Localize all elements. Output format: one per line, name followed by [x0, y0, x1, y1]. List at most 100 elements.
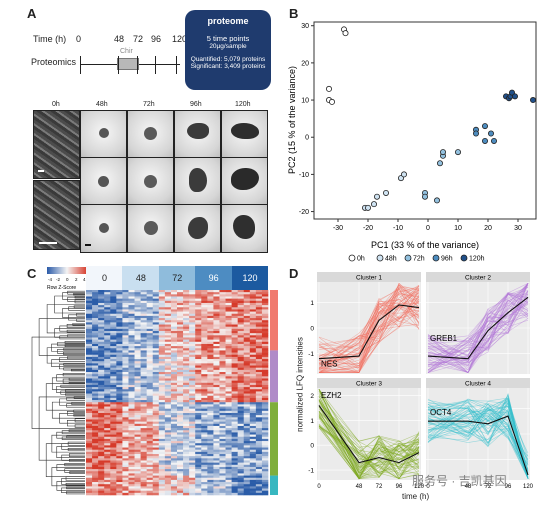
heatmap-cell	[134, 400, 141, 403]
heatmap-cell	[207, 363, 214, 366]
heatmap-cell	[170, 417, 178, 420]
heatmap-cell	[225, 378, 232, 381]
heatmap-cell	[110, 354, 117, 358]
heatmap-cell	[255, 469, 263, 472]
heatmap-cell	[213, 374, 220, 377]
heatmap-cell	[183, 464, 190, 468]
heatmap-cell	[207, 343, 214, 347]
heatmap-cell	[146, 458, 154, 461]
heatmap-cell	[170, 462, 178, 466]
heatmap-cell	[243, 477, 251, 481]
heatmap-cell	[189, 395, 196, 399]
heatmap-cell	[140, 343, 147, 347]
heatmap-cell	[98, 309, 105, 312]
heatmap-cell	[128, 488, 135, 491]
heatmap-cell	[170, 382, 178, 386]
heatmap-cell	[104, 443, 111, 446]
heatmap-cell	[146, 335, 154, 338]
heatmap-cell	[134, 441, 141, 444]
heatmap-cell	[146, 451, 154, 455]
heatmap-cell	[255, 488, 263, 491]
heatmap-cell	[195, 458, 202, 461]
heatmap-cell	[213, 294, 220, 297]
heatmap-cell	[134, 438, 141, 442]
protein-profile-line	[427, 403, 529, 460]
heatmap-cell	[158, 471, 166, 474]
heatmap-cell	[134, 320, 141, 323]
heatmap-cell	[225, 434, 232, 438]
heatmap-cell	[207, 300, 214, 304]
heatmap-cell	[195, 415, 202, 418]
heatmap-cell	[152, 302, 160, 306]
heatmap-cell	[213, 466, 220, 470]
heatmap-cell	[170, 425, 178, 429]
heatmap-cell	[110, 430, 117, 433]
heatmap-cell	[213, 464, 220, 468]
heatmap-cell	[225, 482, 232, 485]
facet-title: Cluster 2	[465, 275, 491, 282]
heatmap-cell	[231, 432, 238, 435]
heatmap-cell	[92, 482, 99, 485]
heatmap-cell	[231, 469, 238, 472]
heatmap-cell	[128, 322, 135, 325]
heatmap-cell	[177, 333, 184, 336]
heatmap-cell	[146, 380, 154, 384]
heatmap-cell	[152, 456, 160, 459]
heatmap-cell	[86, 469, 93, 472]
heatmap-cell	[140, 296, 147, 299]
heatmap	[31, 290, 278, 496]
heatmap-cell	[219, 326, 226, 330]
heatmap-cell	[225, 415, 232, 418]
heatmap-cell	[128, 302, 135, 306]
heatmap-cell	[243, 313, 251, 317]
heatmap-cell	[98, 318, 105, 321]
heatmap-cell	[104, 369, 111, 373]
pca-point-48h	[401, 171, 408, 178]
heatmap-cell	[231, 477, 238, 481]
heatmap-cell	[92, 436, 99, 440]
heatmap-cell	[122, 369, 129, 373]
heatmap-cell	[86, 326, 93, 330]
heatmap-cell	[86, 475, 93, 479]
protein-profile-line	[318, 289, 420, 364]
pca-point-96h	[481, 123, 488, 130]
heatmap-cell	[261, 393, 269, 397]
heatmap-cell	[140, 335, 147, 338]
heatmap-cell	[195, 449, 202, 453]
heatmap-cell	[237, 449, 245, 453]
heatmap-cell	[213, 296, 220, 299]
heatmap-cell	[92, 318, 99, 321]
heatmap-cell	[261, 300, 269, 304]
heatmap-cell	[98, 313, 105, 317]
heatmap-cell	[170, 423, 178, 427]
heatmap-cell	[104, 438, 111, 442]
heatmap-cell	[152, 361, 160, 364]
heatmap-cell	[225, 322, 232, 325]
heatmap-cell	[86, 335, 93, 338]
heatmap-cell	[122, 408, 129, 412]
heatmap-cell	[104, 298, 111, 302]
heatmap-cell	[116, 490, 123, 494]
pca-point-0h	[326, 85, 333, 92]
heatmap-cell	[164, 339, 172, 343]
heatmap-cell	[92, 389, 99, 392]
heatmap-cell	[201, 460, 208, 463]
x-tick-label: 0	[426, 225, 430, 232]
protein-profile-line	[318, 284, 420, 373]
heatmap-cell	[231, 475, 238, 479]
heatmap-cell	[225, 410, 232, 414]
heatmap-cell	[219, 350, 226, 353]
heatmap-cell	[177, 415, 184, 418]
heatmap-cell	[243, 372, 251, 375]
heatmap-column-label: 96	[195, 266, 233, 290]
protein-profile-line	[318, 425, 420, 480]
heatmap-cell	[255, 486, 263, 489]
heatmap-cell	[183, 428, 190, 431]
heatmap-cell	[219, 339, 226, 343]
heatmap-cell	[213, 413, 220, 416]
heatmap-cell	[86, 298, 93, 302]
protein-profile-line	[318, 427, 420, 474]
time-point-label: 120	[172, 34, 188, 44]
heatmap-cell	[261, 464, 269, 468]
heatmap-cell	[122, 374, 129, 377]
